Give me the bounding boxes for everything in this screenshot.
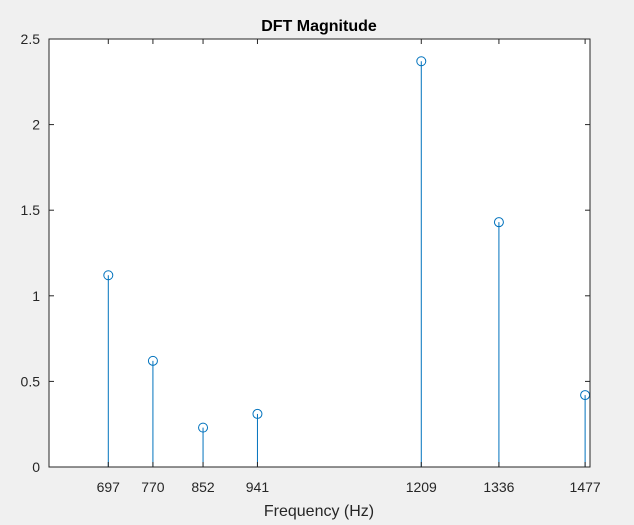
y-tick-label: 1 <box>32 288 40 304</box>
stem-marker <box>416 56 427 67</box>
stem-series <box>103 56 591 467</box>
axes-background <box>49 39 590 467</box>
x-axis-ticks: 697 770 852 941 1209 1336 1477 <box>97 39 601 495</box>
x-tick-label: 697 <box>97 479 121 495</box>
x-tick-label: 1336 <box>483 479 514 495</box>
y-tick-label: 1.5 <box>21 202 41 218</box>
y-tick-label: 2 <box>32 117 40 133</box>
stem-marker <box>252 408 263 419</box>
y-axis-ticks: 0 0.5 1 1.5 2 2.5 <box>21 31 590 475</box>
x-tick-label: 852 <box>191 479 215 495</box>
x-tick-label: 770 <box>141 479 165 495</box>
stem-marker <box>103 270 114 281</box>
stem-marker <box>147 355 158 366</box>
axes-box <box>48 38 591 468</box>
chart-title: DFT Magnitude <box>261 18 377 35</box>
x-tick-label: 1477 <box>570 479 601 495</box>
stem-marker <box>493 217 504 228</box>
x-tick-label: 941 <box>246 479 270 495</box>
y-tick-label: 0.5 <box>21 373 41 389</box>
y-tick-label: 0 <box>32 459 40 475</box>
stem-marker <box>198 422 209 433</box>
x-axis-label: Frequency (Hz) <box>264 503 374 520</box>
x-tick-label: 1209 <box>406 479 437 495</box>
y-tick-label: 2.5 <box>21 31 41 47</box>
